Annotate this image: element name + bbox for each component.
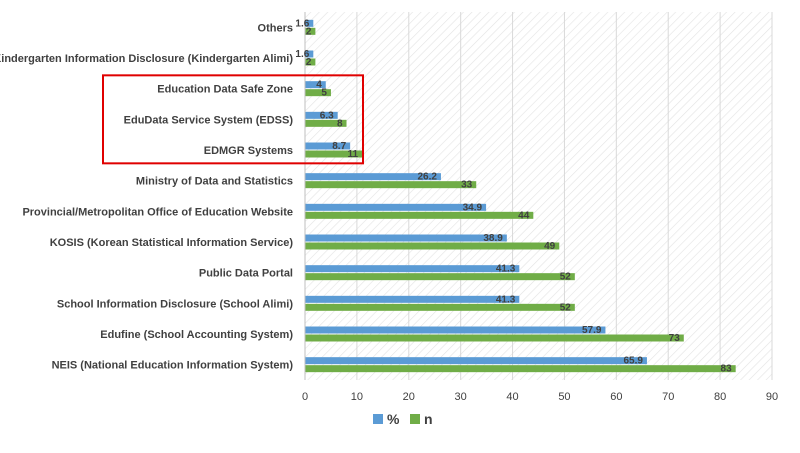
bar-n-kosis-korean-statistical-information-service — [305, 242, 560, 250]
highlight-box — [102, 74, 364, 165]
bar-n-kindergarten-information-disclosure-kindergarten-alimi — [305, 58, 316, 66]
legend-swatch-percent — [373, 414, 383, 424]
legend-swatch-n — [410, 414, 420, 424]
data-label-percent: 6.3 — [320, 110, 334, 121]
data-label-n: 2 — [306, 57, 312, 68]
category-label-provincial-metropolitan-office-of-education-website: Provincial/Metropolitan Office of Educat… — [22, 206, 293, 218]
legend-label-percent: % — [387, 411, 400, 427]
data-label-n: 33 — [461, 180, 473, 191]
bar-percent-others — [305, 19, 314, 27]
bar-percent-education-data-safe-zone — [305, 81, 326, 89]
category-label-kosis-korean-statistical-information-service: KOSIS (Korean Statistical Information Se… — [50, 237, 294, 249]
data-label-percent: 8.7 — [332, 141, 346, 152]
bar-percent-neis-national-education-information-system — [305, 357, 647, 365]
data-label-n: 8 — [337, 118, 343, 129]
bar-percent-provincial-metropolitan-office-of-education-website — [305, 203, 487, 211]
data-label-n: 49 — [544, 241, 556, 252]
x-tick-label: 80 — [714, 391, 726, 403]
bar-n-others — [305, 27, 316, 35]
data-label-n: 2 — [306, 26, 312, 37]
data-label-percent: 1.6 — [295, 18, 309, 29]
x-tick-label: 30 — [455, 391, 467, 403]
data-label-percent: 38.9 — [483, 233, 503, 244]
category-label-ministry-of-data-and-statistics: Ministry of Data and Statistics — [136, 176, 293, 188]
x-tick-label: 70 — [662, 391, 674, 403]
data-label-n: 52 — [560, 272, 572, 283]
data-label-n: 11 — [347, 149, 358, 160]
bar-percent-school-information-disclosure-school-alimi — [305, 295, 520, 303]
bar-n-neis-national-education-information-system — [305, 365, 736, 373]
bar-n-school-information-disclosure-school-alimi — [305, 303, 575, 311]
data-label-percent: 41.3 — [496, 264, 516, 275]
data-label-percent: 26.2 — [417, 172, 437, 183]
x-tick-label: 90 — [766, 391, 778, 403]
x-tick-label: 10 — [351, 391, 363, 403]
category-label-others: Others — [258, 22, 293, 34]
bar-n-ministry-of-data-and-statistics — [305, 181, 477, 189]
data-label-n: 83 — [721, 364, 733, 375]
category-label-education-data-safe-zone: Education Data Safe Zone — [157, 84, 293, 96]
bar-percent-edudata-service-system-edss — [305, 111, 338, 119]
data-label-percent: 1.6 — [295, 49, 309, 60]
data-label-percent: 34.9 — [463, 202, 483, 213]
data-label-n: 73 — [669, 333, 681, 344]
bar-n-provincial-metropolitan-office-of-education-website — [305, 211, 534, 219]
data-label-percent: 41.3 — [496, 294, 516, 305]
bar-percent-public-data-portal — [305, 265, 520, 273]
data-label-percent: 4 — [316, 80, 322, 91]
data-label-n: 5 — [321, 88, 327, 99]
bar-n-edufine-school-accounting-system — [305, 334, 684, 342]
bar-n-public-data-portal — [305, 273, 575, 281]
category-label-neis-national-education-information-system: NEIS (National Education Information Sys… — [52, 360, 294, 372]
bar-n-education-data-safe-zone — [305, 89, 331, 97]
bar-percent-edmgr-systems — [305, 142, 351, 150]
plot-area — [305, 12, 772, 380]
data-label-percent: 57.9 — [582, 325, 602, 336]
data-label-percent: 65.9 — [623, 356, 643, 367]
x-tick-label: 40 — [506, 391, 518, 403]
data-label-n: 52 — [560, 302, 572, 313]
category-label-kindergarten-information-disclosure-kindergarten-alimi: Kindergarten Information Disclosure (Kin… — [0, 53, 293, 65]
x-tick-label: 20 — [403, 391, 415, 403]
bar-percent-ministry-of-data-and-statistics — [305, 173, 441, 181]
x-tick-label: 0 — [302, 391, 308, 403]
legend-label-n: n — [424, 411, 433, 427]
bar-percent-edufine-school-accounting-system — [305, 326, 606, 334]
x-tick-label: 50 — [558, 391, 570, 403]
category-label-public-data-portal: Public Data Portal — [199, 268, 293, 280]
category-label-edufine-school-accounting-system: Edufine (School Accounting System) — [100, 329, 293, 341]
x-tick-label: 60 — [610, 391, 622, 403]
data-label-n: 44 — [518, 210, 530, 221]
category-label-school-information-disclosure-school-alimi: School Information Disclosure (School Al… — [57, 298, 293, 310]
category-label-edmgr-systems: EDMGR Systems — [204, 145, 293, 157]
bar-n-edudata-service-system-edss — [305, 119, 347, 127]
bar-percent-kindergarten-information-disclosure-kindergarten-alimi — [305, 50, 314, 58]
bar-percent-kosis-korean-statistical-information-service — [305, 234, 507, 242]
category-label-edudata-service-system-edss: EduData Service System (EDSS) — [124, 114, 294, 126]
bar-n-edmgr-systems — [305, 150, 363, 158]
